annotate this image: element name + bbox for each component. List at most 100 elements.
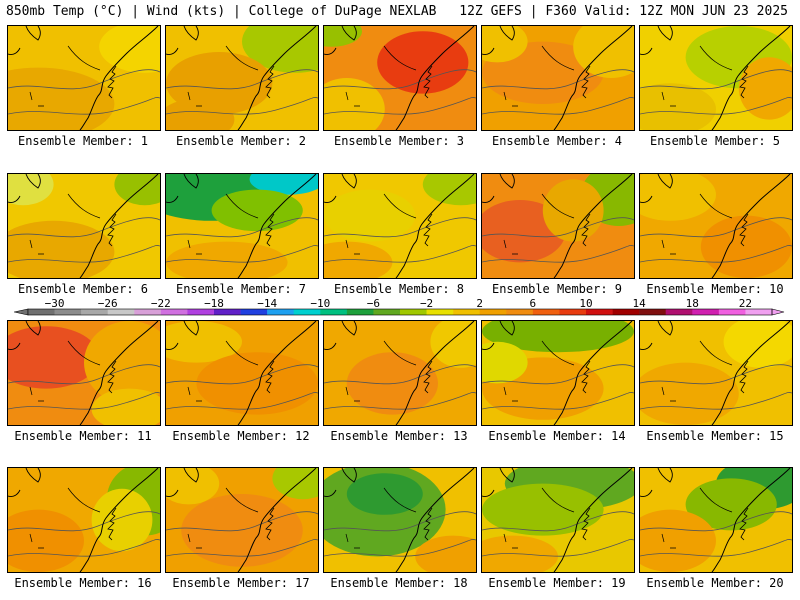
- colorbar-segment: [532, 309, 560, 315]
- great-lakes-outline: [324, 174, 357, 203]
- colorbar-segment: [612, 309, 640, 315]
- great-lakes-outline: [640, 26, 673, 55]
- temperature-region: [84, 321, 160, 405]
- state-border: [661, 45, 733, 107]
- colorbar-segment: [453, 309, 481, 315]
- colorbar-segment: [293, 309, 321, 315]
- temperature-region: [249, 174, 318, 195]
- colorbar-segment: [320, 309, 348, 315]
- coastline: [237, 321, 317, 425]
- state-border: [29, 45, 101, 107]
- ensemble-member-label: Ensemble Member: 7: [175, 282, 307, 296]
- isotherm-contour: [8, 511, 160, 557]
- ensemble-member-map: [7, 25, 161, 131]
- temperature-field: [166, 26, 318, 130]
- bay-outline: [265, 507, 275, 541]
- coastline: [79, 26, 159, 130]
- great-lakes-outline: [482, 26, 515, 55]
- bay-outline: [423, 507, 433, 541]
- coastline: [237, 26, 317, 130]
- colorbar-segment: [160, 309, 188, 315]
- coastline: [395, 26, 475, 130]
- ensemble-member-map: [165, 173, 319, 279]
- colorbar-segment: [28, 309, 55, 315]
- temperature-region: [166, 98, 235, 130]
- temperature-region: [482, 321, 634, 353]
- ensemble-member-map: [323, 25, 477, 131]
- temperature-region: [738, 57, 792, 120]
- ensemble-member-label: Ensemble Member: 18: [330, 576, 468, 590]
- coastline: [711, 26, 791, 130]
- great-lakes-outline: [166, 468, 199, 497]
- colorbar-tick-label: −10: [310, 298, 330, 310]
- temperature-field: [8, 26, 160, 130]
- isotherm-contour: [482, 364, 634, 410]
- coastline: [395, 468, 475, 572]
- temperature-field: [482, 468, 634, 572]
- coastline: [553, 26, 633, 130]
- temperature-region: [640, 83, 716, 130]
- state-border: [503, 340, 575, 402]
- temperature-field: [482, 26, 634, 130]
- map-title: 850mb Temp (°C) | Wind (kts) | College o…: [6, 4, 437, 19]
- ensemble-member-map: [7, 320, 161, 426]
- ensemble-member-label: Ensemble Member: 10: [646, 282, 784, 296]
- isotherm-contour: [8, 69, 160, 115]
- colorbar-segment: [426, 309, 454, 315]
- state-border: [29, 193, 101, 255]
- temperature-region: [8, 509, 84, 572]
- great-lakes-outline: [482, 468, 515, 497]
- ensemble-member-map: [639, 320, 793, 426]
- isotherm-contour: [640, 364, 792, 410]
- great-lakes-outline: [482, 174, 515, 203]
- bay-outline: [265, 213, 275, 247]
- ensemble-member-map: [481, 320, 635, 426]
- colorbar-tick-label: −26: [98, 298, 118, 310]
- colorbar-tick-label: 6: [530, 298, 537, 310]
- temperature-region: [640, 509, 716, 572]
- ensemble-member-label: Ensemble Member: 4: [491, 134, 623, 148]
- temperature-region: [166, 321, 242, 363]
- temperature-region: [377, 31, 469, 94]
- great-lakes-outline: [324, 26, 357, 55]
- coastline: [553, 321, 633, 425]
- colorbar-segment: [187, 309, 215, 315]
- bay-outline: [107, 65, 117, 99]
- temperature-region: [114, 174, 160, 206]
- isotherm-contour: [640, 69, 792, 115]
- ensemble-member-label: Ensemble Member: 13: [330, 429, 468, 443]
- great-lakes-outline: [166, 26, 199, 55]
- ensemble-member-label: Ensemble Member: 9: [491, 282, 623, 296]
- bay-outline: [739, 213, 749, 247]
- ensemble-member-label: Ensemble Member: 6: [17, 282, 149, 296]
- isotherm-contour: [640, 217, 792, 263]
- colorbar-segment: [400, 309, 427, 315]
- great-lakes-outline: [8, 174, 41, 203]
- ensemble-member-label: Ensemble Member: 1: [17, 134, 149, 148]
- coastline: [711, 174, 791, 278]
- bay-outline: [739, 360, 749, 394]
- temperature-field: [324, 321, 476, 425]
- state-border: [187, 45, 259, 107]
- coastline: [237, 174, 317, 278]
- temperature-region: [415, 535, 476, 572]
- colorbar-segment: [214, 309, 241, 315]
- temperature-region: [166, 52, 273, 115]
- temperature-field: [8, 468, 160, 572]
- colorbar-tick-label: 2: [476, 298, 483, 310]
- coastline: [79, 174, 159, 278]
- colorbar-tick-label: −14: [257, 298, 277, 310]
- temperature-field: [324, 26, 476, 130]
- ensemble-member-map: [165, 25, 319, 131]
- temperature-region: [430, 321, 476, 368]
- temperature-region: [166, 468, 220, 505]
- isotherm-contour: [166, 69, 318, 115]
- temperature-region: [272, 468, 318, 500]
- temperature-region: [242, 26, 318, 73]
- isotherm-contour: [482, 511, 634, 557]
- state-border: [345, 340, 417, 402]
- state-border: [503, 193, 575, 255]
- great-lakes-outline: [166, 321, 199, 350]
- colorbar-tick-label: −30: [45, 298, 65, 310]
- temperature-field: [324, 174, 476, 278]
